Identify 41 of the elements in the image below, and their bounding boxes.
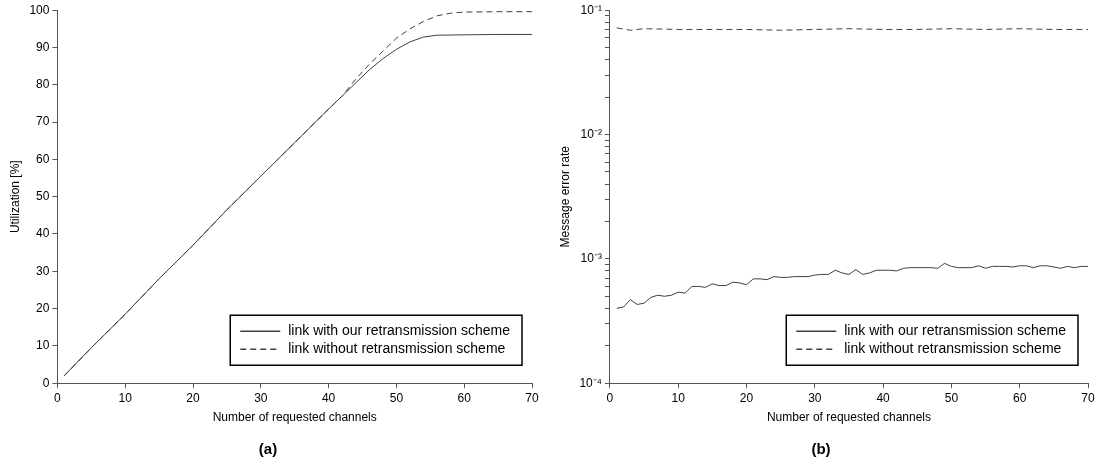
y-tick-label: 30 <box>36 263 50 278</box>
x-tick-label: 10 <box>671 390 686 405</box>
y-tick-label: 0 <box>42 375 50 390</box>
x-tick-label: 60 <box>1013 390 1027 405</box>
y-tick-label: 10 <box>36 338 50 353</box>
y-tick-label: 60 <box>36 151 50 166</box>
text: (a) <box>258 440 278 458</box>
x-tick-label: 20 <box>739 390 754 405</box>
x-tick-label: 0 <box>606 390 614 405</box>
y-tick-label: 50 <box>36 189 50 204</box>
x-tick-label: 0 <box>54 390 62 405</box>
x-tick-label: 50 <box>389 390 404 405</box>
y-tick-label: 10⁻⁴ <box>579 375 602 390</box>
legend-label: link with our retransmission scheme <box>844 322 1067 339</box>
y-tick-label: 10⁻³ <box>580 251 602 266</box>
y-tick-label: 90 <box>36 39 50 54</box>
x-tick-label: 40 <box>876 390 891 405</box>
x-tick-label: 70 <box>525 390 539 405</box>
x-tick-label: 20 <box>186 390 201 405</box>
x-tick-label: 50 <box>944 390 959 405</box>
y-axis-title: Utilization [%] <box>7 160 22 234</box>
y-tick-label: 10⁻² <box>580 126 602 141</box>
x-tick-label: 60 <box>457 390 472 405</box>
x-tick-label: 30 <box>254 390 268 405</box>
x-axis-title: Number of requested channels <box>212 410 377 425</box>
x-tick-label: 40 <box>321 390 336 405</box>
y-tick-label: 70 <box>36 114 50 129</box>
y-axis-title: Message error rate <box>557 145 572 248</box>
legend-label: link without retransmission scheme <box>288 340 506 357</box>
y-tick-label: 100 <box>29 2 50 17</box>
x-axis-title: Number of requested channels <box>766 410 932 425</box>
text: (b) <box>811 440 831 458</box>
x-tick-label: 70 <box>1081 390 1095 405</box>
y-tick-label: 40 <box>36 226 50 241</box>
y-tick-label: 10⁻¹ <box>580 2 602 17</box>
x-tick-label: 30 <box>808 390 822 405</box>
x-tick-label: 10 <box>118 390 133 405</box>
legend-label: link with our retransmission scheme <box>288 322 511 339</box>
legend-label: link without retransmission scheme <box>844 340 1062 357</box>
y-tick-label: 20 <box>36 300 50 315</box>
y-tick-label: 80 <box>36 77 50 92</box>
